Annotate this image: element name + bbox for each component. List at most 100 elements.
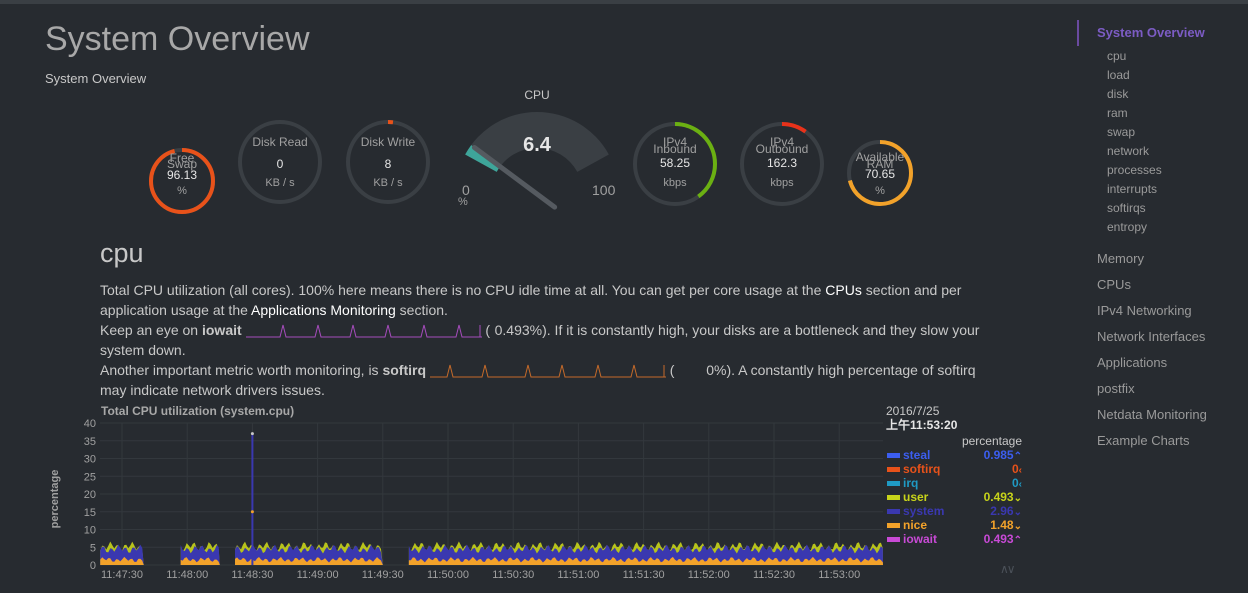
- softirq-keyword: softirq: [382, 362, 427, 378]
- sidebar-sub-entropy[interactable]: entropy: [1107, 220, 1148, 234]
- ipv4-outbound-gauge-ring: [740, 122, 824, 206]
- legend-name: user: [903, 490, 929, 504]
- cpu-gauge-max: 100: [592, 182, 616, 198]
- legend-time: 上午11:53:20: [886, 418, 958, 432]
- sidebar-active-indicator: [1077, 20, 1079, 46]
- sidebar-sub-swap[interactable]: swap: [1107, 125, 1136, 139]
- legend-item-softirq[interactable]: softirq 0‹: [886, 462, 1026, 476]
- sidebar-sub-network[interactable]: network: [1107, 144, 1150, 158]
- disk-read-label: Disk Read: [252, 135, 308, 149]
- sidebar-item-cpus[interactable]: CPUs: [1097, 277, 1131, 292]
- sidebar-item-postfix[interactable]: postfix: [1097, 381, 1135, 396]
- disk-write-gauge-ring: [346, 120, 430, 204]
- section-title-cpu: cpu: [100, 238, 144, 268]
- sidebar-sub-interrupts[interactable]: interrupts: [1107, 182, 1158, 196]
- ipv4-inbound-gauge[interactable]: IPv4 Inbound 58.25 kbps: [633, 122, 717, 206]
- link-applications-monitoring[interactable]: Applications Monitoring: [251, 302, 396, 318]
- y-tick-label: 35: [84, 436, 96, 448]
- sidebar-item-ipv4-networking[interactable]: IPv4 Networking: [1097, 303, 1192, 318]
- iowait-keyword: iowait: [201, 322, 242, 338]
- x-tick-label: 11:49:00: [297, 569, 339, 581]
- sidebar-item-network-interfaces[interactable]: Network Interfaces: [1097, 329, 1206, 344]
- ram-gauge-label2: RAM: [866, 157, 894, 171]
- cpu-dial-track: [465, 111, 609, 172]
- disk-write-gauge[interactable]: Disk Write 8 KB / s: [346, 120, 430, 204]
- cpu-gauge-min: 0: [462, 182, 470, 198]
- legend-trend-icon: ⌄: [1013, 521, 1022, 532]
- legend-item-iowait[interactable]: iowait 0.493⌃: [886, 532, 1026, 546]
- sidebar-sub-cpu[interactable]: cpu: [1107, 49, 1127, 63]
- desc-text: (: [481, 322, 491, 338]
- desc-text: (: [665, 362, 675, 378]
- cpu-gauge-dial: [465, 111, 609, 210]
- ram-gauge[interactable]: Available RAM 70.65 %: [838, 131, 922, 215]
- spike-point: [250, 432, 254, 436]
- sidebar-sub-ram[interactable]: ram: [1107, 106, 1128, 120]
- page-title: System Overview: [45, 20, 310, 58]
- ipv4-inbound-gauge-ring: [633, 122, 717, 206]
- gauge-arc: [346, 120, 430, 204]
- x-tick-label: 11:48:00: [166, 569, 208, 581]
- ipv4-inbound-value: 58.25: [659, 156, 691, 170]
- sidebar-item-system-overview[interactable]: System Overview: [1097, 25, 1205, 40]
- sidebar-item-memory[interactable]: Memory: [1097, 251, 1144, 266]
- legend-item-irq[interactable]: irq 0‹: [886, 476, 1026, 490]
- legend-swatch: [887, 467, 900, 472]
- cpu-chart[interactable]: 40 35 30 25 20 15 10 5 0 11:47:30 11:48:00 11:48:30…: [40, 414, 885, 584]
- legend-swatch: [887, 481, 900, 486]
- chart-legend: 2016/7/25 上午11:53:20 percentage steal 0.9…: [886, 404, 1026, 546]
- swap-gauge-ring: [149, 148, 215, 214]
- legend-trend-icon: ‹: [1018, 465, 1022, 476]
- sidebar-sub-processes[interactable]: processes: [1107, 163, 1162, 177]
- legend-name: iowait: [903, 532, 938, 546]
- legend-swatch: [887, 523, 900, 528]
- top-bar: [0, 0, 1248, 4]
- sidebar-item-netdata-monitoring[interactable]: Netdata Monitoring: [1097, 407, 1207, 422]
- cpu-gauge[interactable]: CPU 6.4 0 100 %: [452, 86, 622, 211]
- sidebar-sub-disk[interactable]: disk: [1107, 87, 1129, 101]
- legend-value: 1.48⌄: [990, 518, 1022, 532]
- ram-gauge-value: 70.65: [864, 167, 896, 181]
- legend-item-system[interactable]: system 2.96⌄: [886, 504, 1026, 518]
- x-tick-label: 11:52:00: [688, 569, 730, 581]
- desc-text: section.: [395, 302, 448, 318]
- disk-read-gauge[interactable]: Disk Read 0 KB / s: [238, 120, 322, 204]
- sparkline-path: [245, 325, 482, 338]
- spike-point: [250, 510, 254, 514]
- ipv4-outbound-gauge[interactable]: IPv4 Outbound 162.3 kbps: [740, 122, 824, 206]
- swap-gauge[interactable]: Free Swap 96.13 %: [140, 139, 224, 223]
- legend-value: 0.493⌄: [983, 490, 1022, 504]
- legend-item-steal[interactable]: steal 0.985⌃: [886, 448, 1026, 462]
- legend-rows: steal 0.985⌃ softirq 0‹ irq 0‹ user 0.493⌄ syste…: [886, 448, 1026, 546]
- softirq-sparkline: [429, 365, 666, 378]
- legend-item-user[interactable]: user 0.493⌄: [886, 490, 1026, 504]
- legend-name: system: [903, 504, 945, 518]
- sidebar-item-applications[interactable]: Applications: [1097, 355, 1168, 370]
- desc-text: ). A constantly high percentage of softi…: [100, 362, 976, 398]
- legend-item-nice[interactable]: nice 1.48⌄: [886, 518, 1026, 532]
- legend-name: softirq: [903, 462, 941, 476]
- iowait-value: 0.493%: [494, 322, 543, 338]
- cpu-description: Total CPU utilization (all cores). 100% …: [100, 280, 1005, 400]
- gauge-track: [238, 120, 322, 204]
- chart-resize-chevrons[interactable]: ∧∨: [1000, 562, 1016, 576]
- ipv4-outbound-label2: Outbound: [755, 142, 809, 156]
- legend-trend-icon: ‹: [1018, 479, 1022, 490]
- ipv4-outbound-value: 162.3: [766, 156, 798, 170]
- legend-name: steal: [903, 448, 931, 462]
- gauge-arc: [149, 148, 215, 214]
- gauge-arc: [633, 122, 717, 206]
- ipv4-inbound-label1: IPv4: [662, 135, 687, 149]
- sidebar-item-example-charts[interactable]: Example Charts: [1097, 433, 1190, 448]
- legend-swatch: [887, 509, 900, 514]
- cpu-dial-fill: [465, 145, 501, 172]
- y-tick-label: 20: [84, 489, 96, 501]
- sidebar-sub-load[interactable]: load: [1107, 68, 1130, 82]
- sidebar-sub-softirqs[interactable]: softirqs: [1107, 201, 1146, 215]
- x-tick-label: 11:51:00: [557, 569, 599, 581]
- ipv4-outbound-label1: IPv4: [769, 135, 794, 149]
- legend-swatch: [887, 453, 900, 458]
- link-cpus[interactable]: CPUs: [825, 282, 862, 298]
- ram-gauge-label1: Available: [855, 150, 905, 164]
- y-tick-label: 5: [90, 542, 96, 554]
